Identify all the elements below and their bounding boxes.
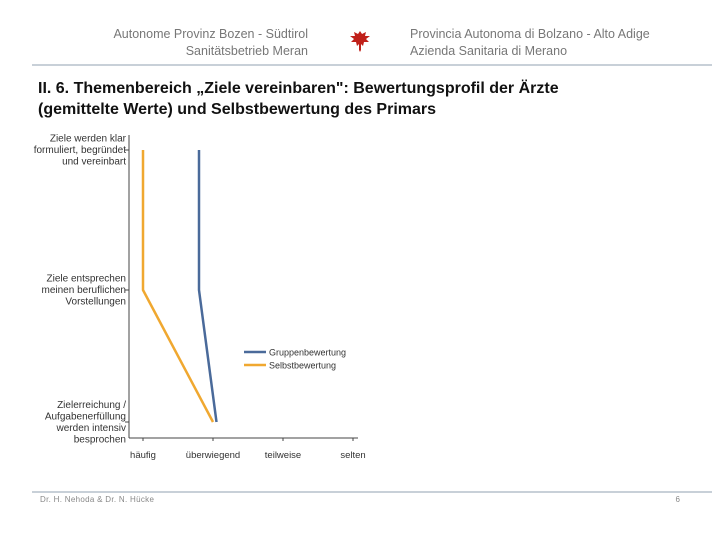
x-tick-label: überwiegend [186, 450, 240, 461]
header-right: Provincia Autonoma di Bolzano - Alto Adi… [410, 26, 710, 60]
legend-label: Selbstbewertung [269, 361, 336, 371]
y-tick-label: Ziele werden klar [50, 134, 127, 145]
y-tick-label: formuliert, begründet [34, 145, 126, 156]
page-title-line1: II. 6. Themenbereich „Ziele vereinbaren"… [38, 80, 559, 97]
footer-authors: Dr. H. Nehoda & Dr. N. Hücke [40, 495, 155, 504]
y-tick-label: besprochen [74, 434, 126, 445]
x-tick-label: selten [340, 450, 365, 461]
header-right-line2: Azienda Sanitaria di Merano [410, 44, 568, 58]
x-tick-label: teilweise [265, 450, 301, 461]
y-tick-label: Zielerreichung / [57, 400, 126, 411]
page-title: II. 6. Themenbereich „Ziele vereinbaren"… [38, 78, 698, 120]
legend-label: Gruppenbewertung [269, 348, 346, 358]
page-title-line2: (gemittelte Werte) und Selbstbewertung d… [38, 101, 437, 118]
header-divider [32, 64, 712, 66]
header-right-line1: Provincia Autonoma di Bolzano - Alto Adi… [410, 27, 650, 41]
y-tick-label: Ziele entsprechen [47, 274, 127, 285]
x-tick-label: häufig [130, 450, 156, 461]
y-tick-label: meinen beruflichen [42, 285, 127, 296]
footer-page-number: 6 [675, 495, 680, 504]
header-left-line2: Sanitätsbetrieb Meran [185, 44, 308, 58]
footer-divider [32, 491, 712, 493]
y-tick-label: Aufgabenerfüllung [45, 411, 126, 422]
y-tick-label: werden intensiv [56, 423, 126, 434]
header-left: Autonome Provinz Bozen - Südtirol Sanitä… [40, 26, 308, 60]
y-tick-label: und vereinbart [62, 157, 126, 168]
series-line [197, 150, 218, 423]
header-left-line1: Autonome Provinz Bozen - Südtirol [113, 27, 308, 41]
series-line [141, 150, 215, 423]
tyrolean-eagle-icon [350, 31, 370, 52]
y-tick-label: Vorstellungen [65, 297, 126, 308]
